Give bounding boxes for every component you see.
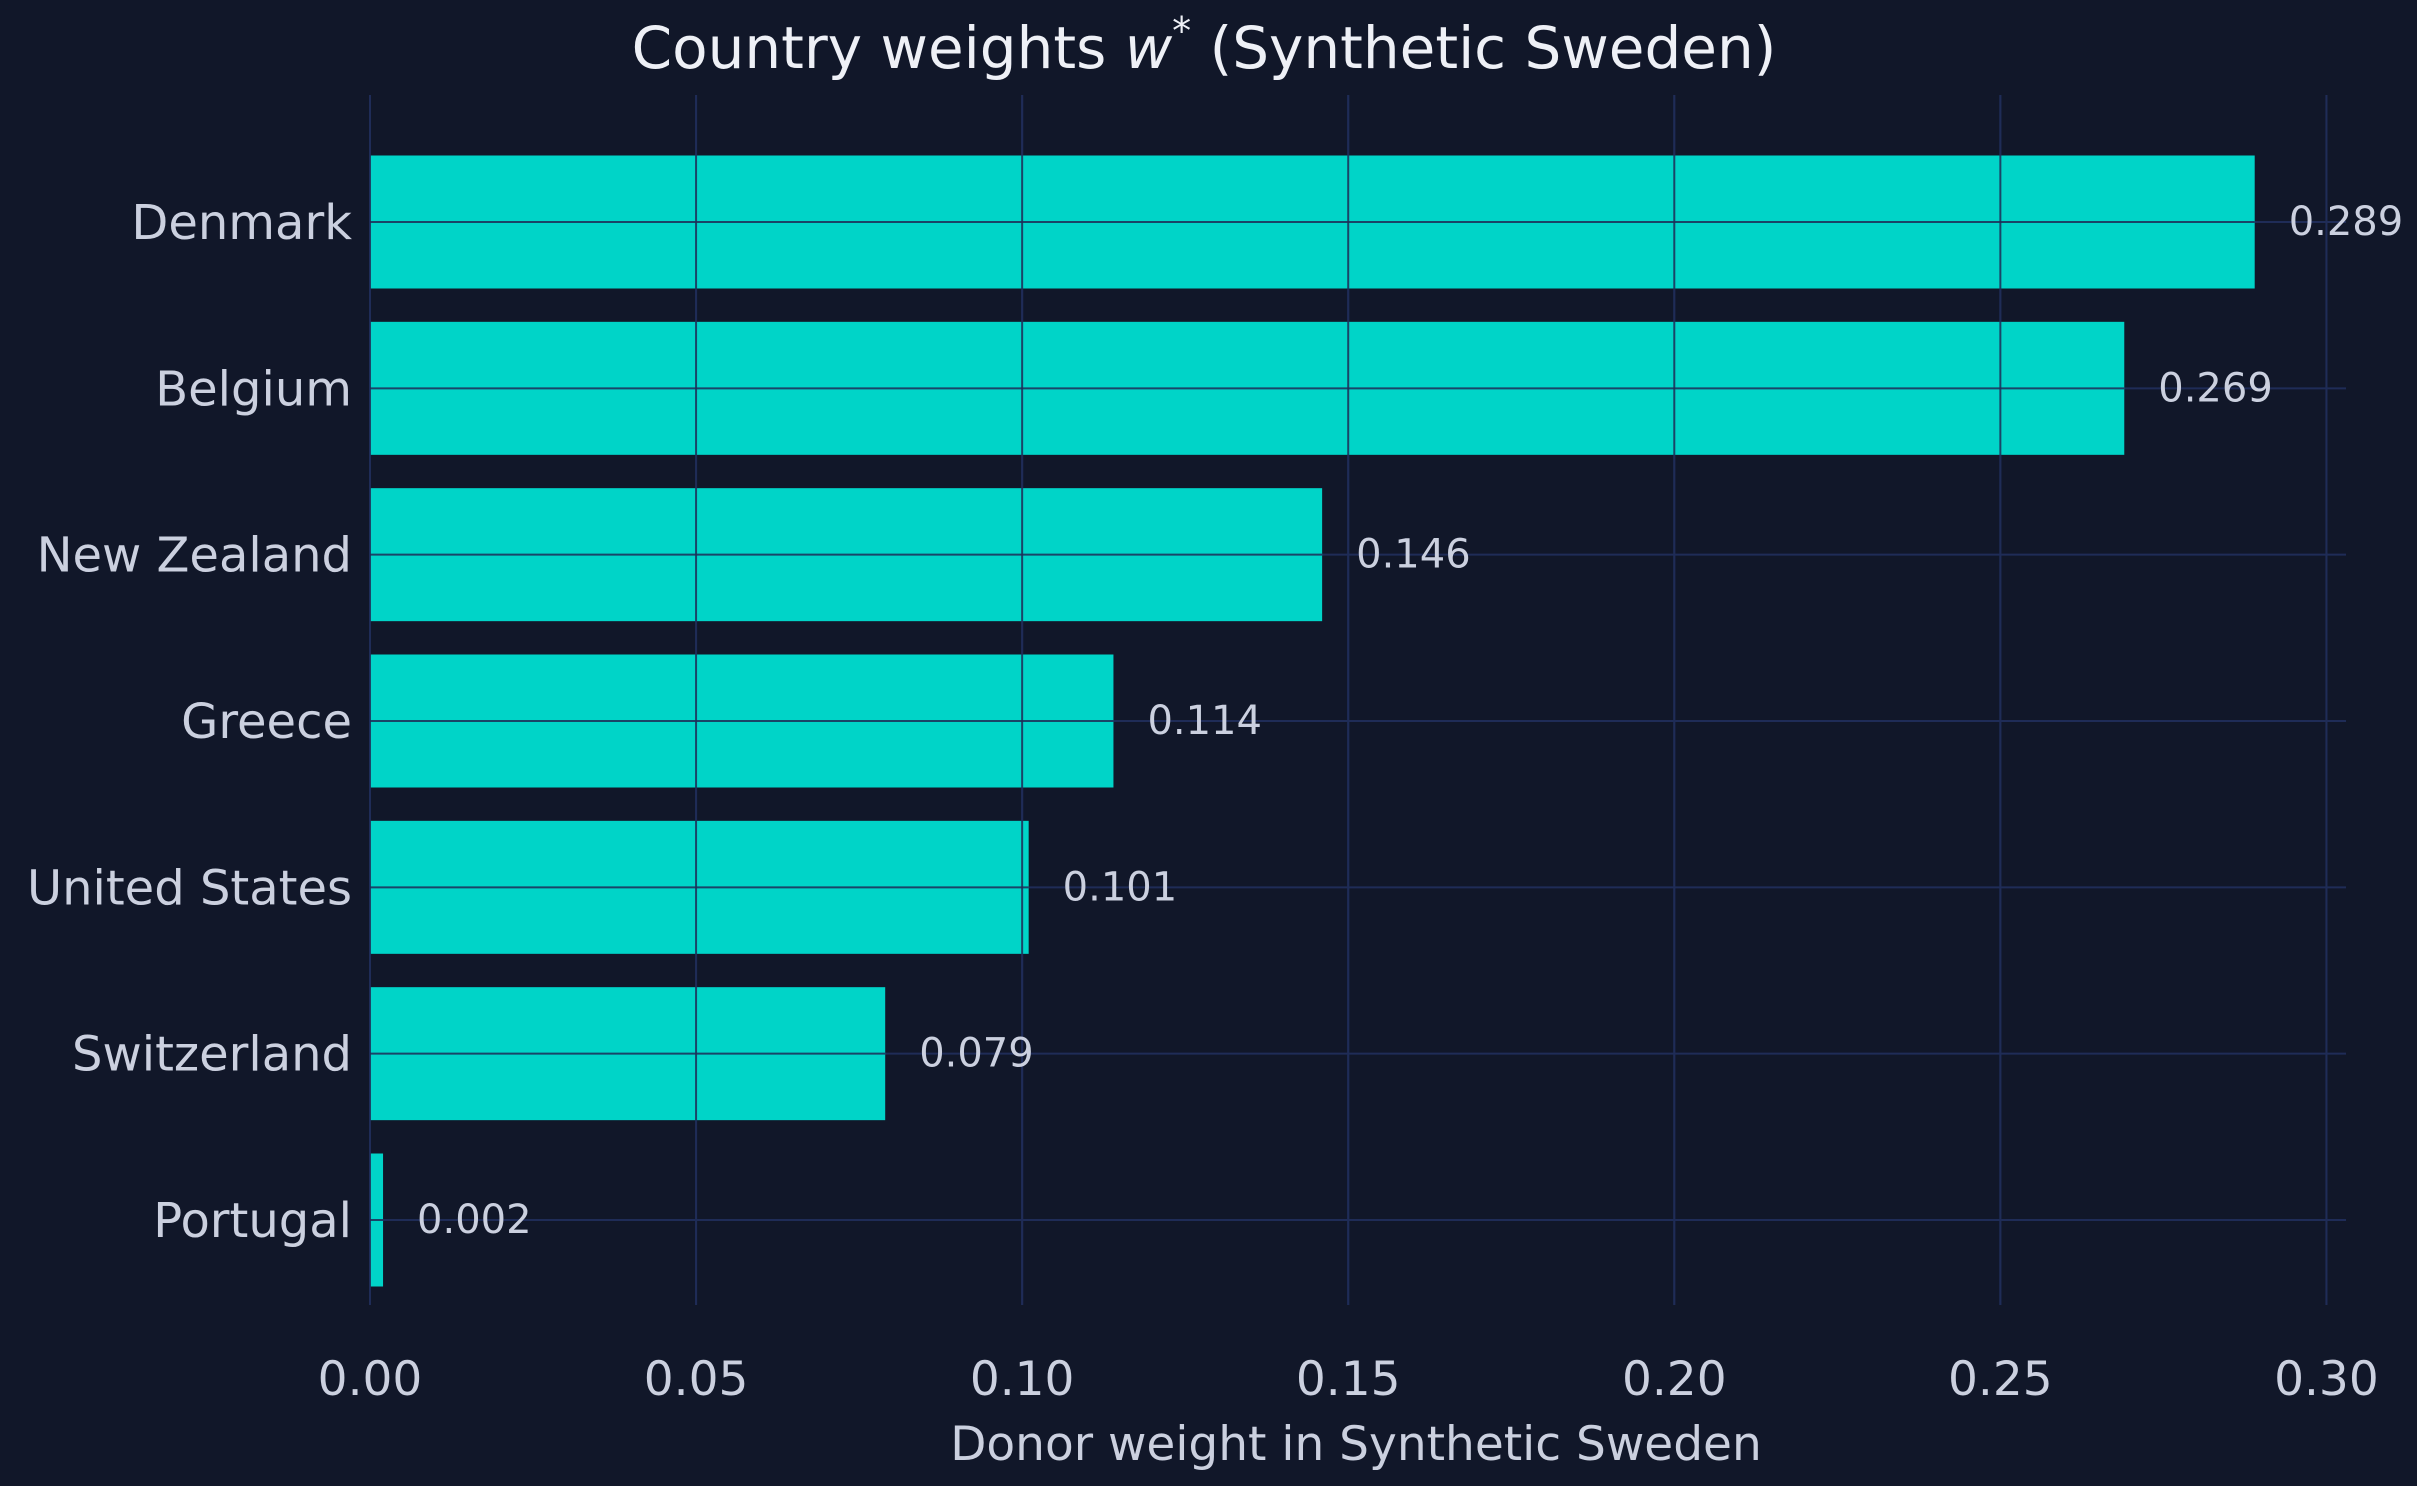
chart-title-main: Country weights	[632, 14, 1125, 82]
x-tick-label: 0.00	[318, 1352, 423, 1407]
bar-value-label: 0.269	[2158, 365, 2273, 411]
value-labels: 0.289 0.269 0.146 0.114 0.101 0.079 0.002	[417, 199, 2403, 1243]
y-tick-label: New Zealand	[37, 528, 352, 584]
x-axis-ticks: 0.00 0.05 0.10 0.15 0.20 0.25 0.30	[318, 1352, 2379, 1407]
x-tick-label: 0.10	[970, 1352, 1075, 1407]
bar-value-label: 0.002	[417, 1197, 532, 1243]
chart-title-tail: (Synthetic Sweden)	[1191, 14, 1776, 82]
bar-value-label: 0.146	[1356, 532, 1471, 578]
y-tick-label: Denmark	[131, 195, 352, 251]
y-tick-label: Portugal	[153, 1193, 352, 1249]
y-tick-label: Switzerland	[72, 1027, 352, 1083]
bar-value-label: 0.114	[1147, 698, 1262, 744]
grid-lines-overlay	[369, 95, 2328, 1305]
bar-value-label: 0.101	[1063, 864, 1178, 910]
x-axis-label: Donor weight in Synthetic Sweden	[950, 1417, 1762, 1472]
x-tick-label: 0.30	[2274, 1352, 2379, 1407]
bar-value-label: 0.079	[919, 1031, 1034, 1077]
y-tick-label: Greece	[181, 694, 352, 750]
y-axis-ticks: Denmark Belgium New Zealand Greece United St…	[27, 195, 352, 1249]
chart-title: Country weights w* (Synthetic Sweden)	[632, 9, 1777, 82]
y-tick-label: United States	[27, 860, 352, 916]
y-tick-label: Belgium	[155, 361, 352, 417]
x-tick-label: 0.15	[1296, 1352, 1401, 1407]
x-tick-label: 0.05	[644, 1352, 749, 1407]
chart-title-superscript: *	[1172, 9, 1191, 53]
bar-value-label: 0.289	[2289, 199, 2404, 245]
x-tick-label: 0.20	[1622, 1352, 1727, 1407]
chart-title-math: w	[1125, 14, 1173, 82]
x-tick-label: 0.25	[1948, 1352, 2053, 1407]
